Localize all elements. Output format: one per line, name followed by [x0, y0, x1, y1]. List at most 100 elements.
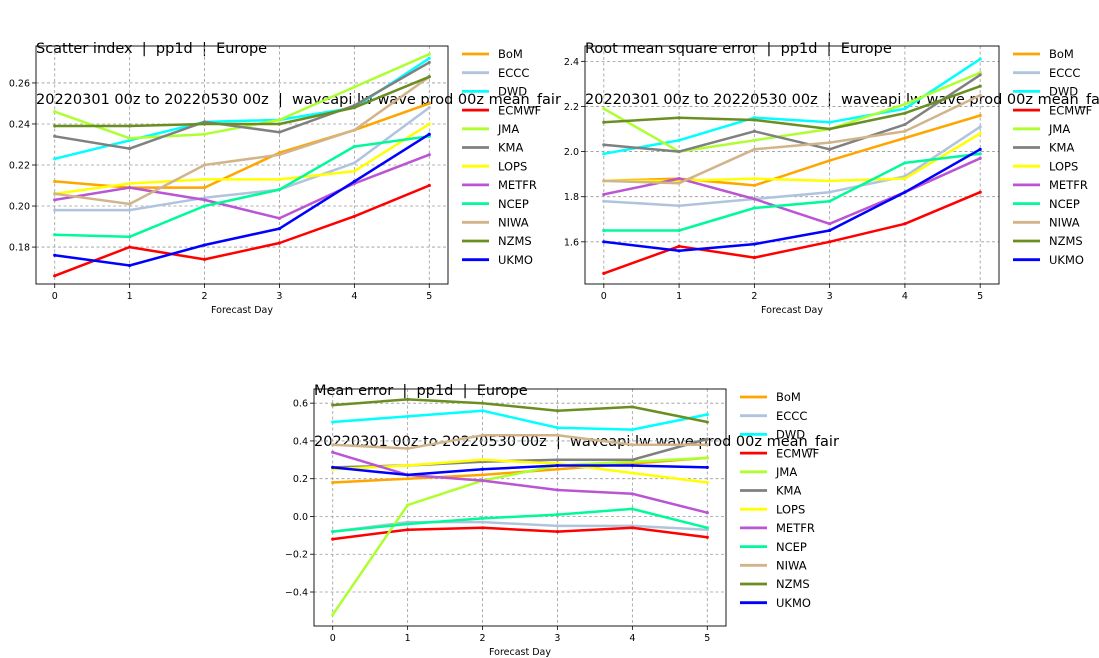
data-point-ncep — [480, 516, 485, 520]
legend-label: BoM — [1049, 47, 1074, 61]
data-point-dwd — [331, 420, 335, 424]
data-point-ukmo — [406, 473, 410, 477]
y-tick-label: 0.4 — [293, 436, 308, 447]
series-group — [602, 57, 982, 275]
x-tick-label: 2 — [202, 291, 208, 302]
legend-label: LOPS — [1049, 159, 1078, 173]
series-line-ecmwf — [54, 184, 430, 277]
data-point-lops — [202, 177, 207, 181]
data-point-ecmwf — [277, 241, 282, 245]
data-point-ukmo — [630, 463, 634, 468]
data-point-ncep — [202, 204, 207, 208]
legend-label: NZMS — [776, 577, 810, 591]
plot-area: 0 1 2 3 4 5 1.6 1.8 2.0 2.2 2.4 Forecast Day BoM ECCC… — [564, 45, 1092, 316]
data-point-niwa — [277, 153, 282, 157]
data-point-dwd — [427, 56, 431, 60]
data-point-ncep — [828, 199, 832, 203]
data-point-niwa — [828, 140, 832, 145]
data-point-dwd — [602, 152, 606, 156]
data-point-kma — [828, 147, 832, 151]
series-line-jma — [331, 456, 708, 616]
data-point-ncep — [352, 144, 356, 149]
data-point-kma — [427, 60, 431, 65]
grid — [585, 46, 999, 284]
series-line-metfr — [603, 157, 981, 226]
series-group — [53, 52, 431, 278]
data-point-ukmo — [828, 228, 832, 233]
data-point-ncep — [128, 235, 132, 239]
grid — [36, 46, 448, 284]
legend-label: NIWA — [498, 216, 529, 230]
series-line-ecmwf — [603, 191, 981, 275]
x-tick-label: 0 — [601, 291, 607, 302]
data-point-lops — [128, 181, 132, 186]
data-point-kma — [277, 130, 282, 134]
series-line-nzms — [54, 75, 430, 128]
legend-label: ECMWF — [776, 446, 819, 460]
data-point-metfr — [202, 198, 207, 202]
data-point-metfr — [53, 198, 57, 202]
data-point-jma — [202, 132, 207, 136]
y-tick-label: 0.24 — [9, 119, 30, 130]
data-point-ukmo — [53, 253, 57, 257]
data-point-ecmwf — [828, 240, 832, 244]
y-tick-label: 0.6 — [293, 399, 308, 410]
series-line-bom — [54, 102, 430, 189]
data-point-nzms — [352, 105, 356, 110]
data-point-metfr — [480, 478, 485, 483]
data-point-ukmo — [331, 465, 335, 469]
data-point-kma — [630, 458, 634, 462]
data-point-dwd — [480, 409, 485, 413]
legend-label: METFR — [498, 178, 537, 192]
data-point-kma — [555, 458, 560, 462]
data-point-lops — [277, 177, 282, 181]
data-point-metfr — [555, 488, 560, 492]
data-point-nzms — [277, 122, 282, 126]
data-point-ecmwf — [53, 274, 57, 278]
series-line-dwd — [603, 58, 981, 156]
data-point-ecmwf — [128, 245, 132, 249]
data-point-bom — [427, 101, 431, 106]
y-tick-label: −0.4 — [285, 588, 308, 599]
data-point-ncep — [752, 206, 756, 210]
chart-subtitle: 20220301 00z to 20220530 00z | waveapi l… — [36, 92, 561, 108]
data-point-bom — [978, 113, 982, 118]
data-point-jma — [352, 85, 356, 89]
legend-label: UKMO — [498, 253, 533, 267]
axes-frame — [313, 388, 727, 627]
data-point-metfr — [677, 177, 681, 181]
y-tick-label: 1.6 — [564, 237, 579, 248]
legend-label: ECMWF — [498, 103, 541, 117]
legend-label: UKMO — [776, 596, 811, 610]
data-point-metfr — [277, 216, 282, 220]
data-point-bom — [828, 159, 832, 163]
legend-label: NZMS — [1049, 234, 1083, 248]
data-point-kma — [602, 143, 606, 147]
data-point-ukmo — [480, 467, 485, 471]
data-point-lops — [427, 122, 431, 126]
data-point-lops — [480, 458, 485, 462]
data-point-bom — [903, 136, 907, 140]
legend-label: ECCC — [1049, 66, 1080, 80]
data-point-ecmwf — [630, 526, 634, 530]
data-point-ncep — [677, 228, 681, 233]
legend-label: ECCC — [498, 66, 529, 80]
data-point-lops — [352, 169, 356, 173]
data-point-ecmwf — [752, 256, 756, 260]
x-axis-label: Forecast Day — [489, 647, 551, 658]
data-point-nzms — [555, 409, 560, 413]
series-line-niwa — [603, 94, 981, 185]
legend: BoM ECCC DWD ECMWF JMA KMA LOPS METFR NCEP NIWA NZ… — [740, 390, 819, 610]
data-point-nzms — [705, 420, 709, 424]
series-line-eccc — [603, 125, 981, 207]
plot-area: 0 1 2 3 4 5 0.18 0.20 0.22 0.24 0.26 Forecast Day Bo… — [9, 45, 541, 316]
legend-label: ECMWF — [1049, 103, 1092, 117]
data-point-dwd — [677, 138, 681, 142]
x-tick-label: 4 — [902, 291, 908, 302]
legend-label: DWD — [498, 85, 527, 99]
data-point-niwa — [677, 181, 681, 185]
data-point-jma — [53, 110, 57, 114]
data-point-kma — [705, 437, 709, 441]
legend-label: NCEP — [776, 540, 807, 554]
data-point-nzms — [53, 124, 57, 128]
